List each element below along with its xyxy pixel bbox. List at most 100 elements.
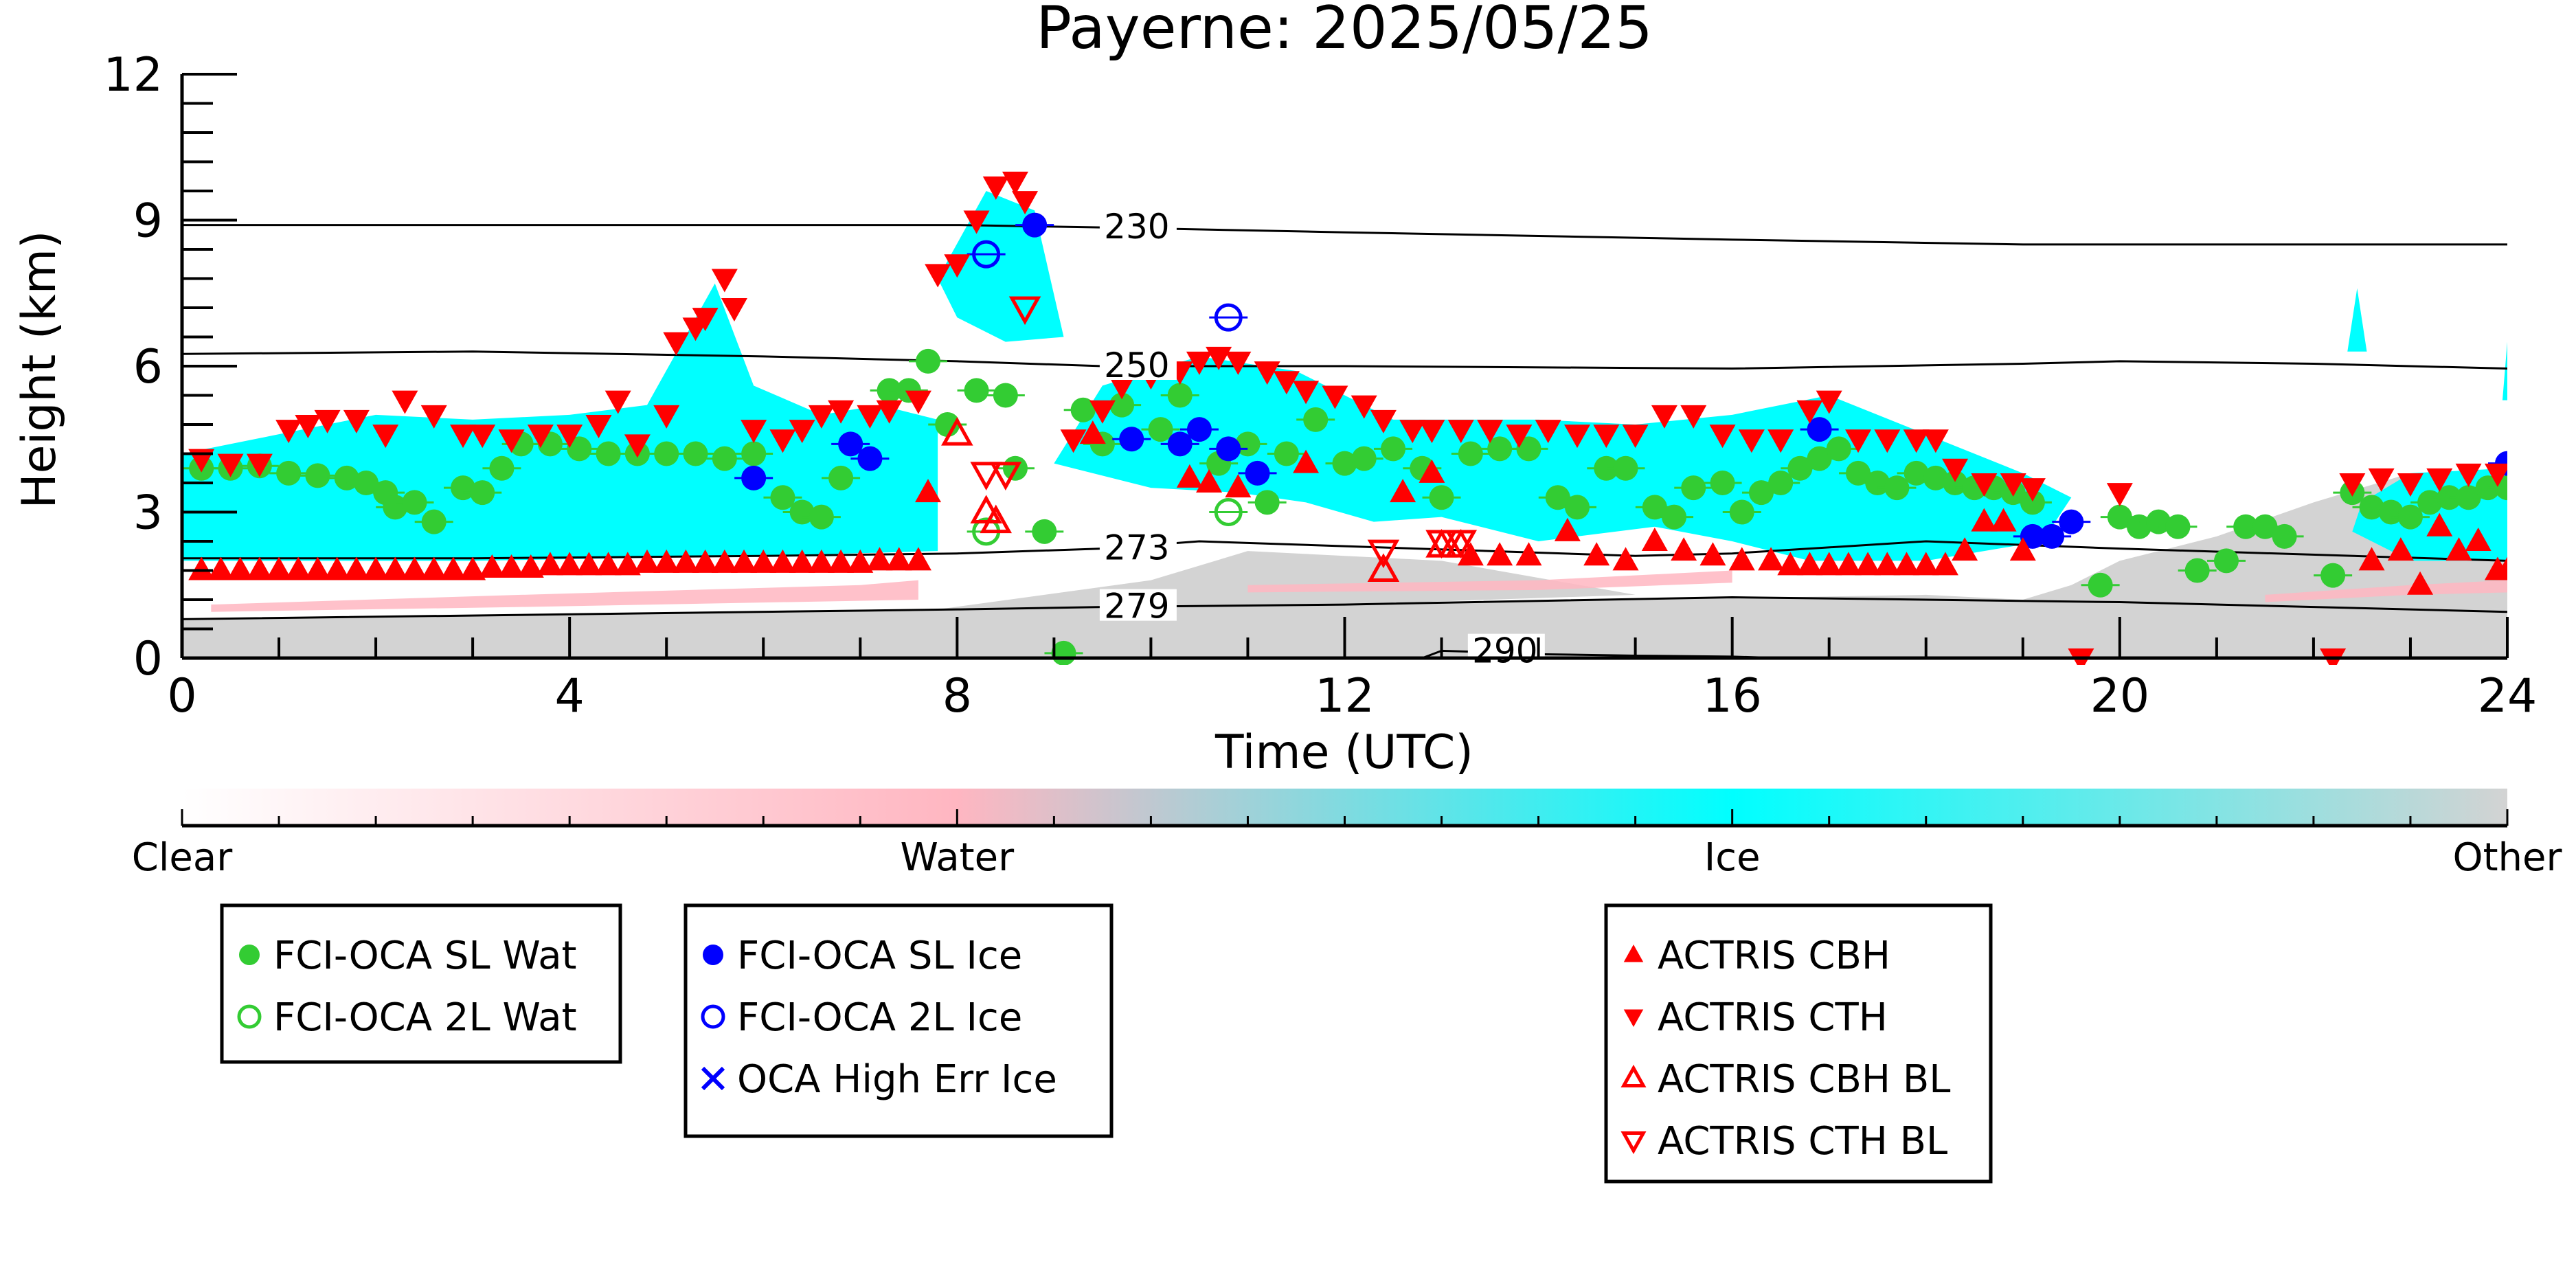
data-point [993, 383, 1018, 408]
data-point [440, 556, 466, 580]
data-point [1447, 420, 1474, 444]
data-point [1903, 429, 1930, 453]
legend-marker [239, 945, 260, 965]
x-tick-label: 0 [167, 669, 196, 723]
data-point [1273, 371, 1300, 395]
data-point [741, 441, 767, 466]
data-point [1322, 385, 1348, 409]
y-tick-label: 0 [133, 632, 163, 686]
data-point [2426, 468, 2453, 492]
data-point [1399, 420, 1426, 444]
data-point [876, 400, 903, 424]
data-point [2252, 514, 2278, 539]
data-point [527, 425, 554, 449]
legend-item-actris-cth: ACTRIS CTH [1623, 995, 1888, 1040]
data-point [1254, 490, 1280, 515]
legend-marker [1620, 1064, 1647, 1087]
data-point [1874, 429, 1901, 453]
data-point [1487, 542, 1513, 566]
contour-273 [182, 540, 2507, 562]
data-point [808, 549, 835, 573]
colorbar-label-water: Water [901, 835, 1015, 880]
data-point [877, 378, 902, 403]
region-water [211, 580, 918, 612]
data-point [275, 420, 302, 444]
data-point [935, 412, 960, 437]
data-point [1351, 395, 1377, 419]
data-point [1787, 455, 1813, 481]
legend-marker [703, 945, 723, 965]
legend-label: FCI-OCA SL Ice [737, 934, 1022, 978]
data-point [1971, 508, 1998, 532]
legend-frame [1604, 903, 1993, 1184]
data-point [828, 400, 855, 424]
data-point [1445, 530, 1478, 559]
y-tick-label: 6 [133, 340, 163, 394]
data-point [1109, 392, 1135, 418]
legend-box-2: FCI-OCA SL Ice FCI-OCA 2L Ice OCA High Err… [683, 903, 1114, 1138]
data-point [188, 556, 215, 580]
data-point [741, 420, 767, 444]
data-point [944, 254, 971, 278]
data-point [1835, 552, 1862, 576]
contour-label-bg [1099, 589, 1177, 621]
legend-box-1: FCI-OCA SL Wat FCI-OCA 2L Wat [220, 903, 622, 1064]
data-point [1225, 351, 1252, 375]
region-water [2265, 580, 2507, 602]
data-point [1846, 460, 1871, 486]
data-point [1855, 552, 1882, 576]
data-point [1293, 381, 1320, 405]
data-point [536, 552, 563, 576]
data-point [1709, 425, 1736, 449]
data-point [585, 415, 612, 438]
legend-item-actris-cth-bl: ACTRIS CTH BL [1620, 1119, 1947, 1164]
data-point [324, 556, 350, 580]
data-point [1884, 475, 1910, 501]
legend-marker-b [701, 1066, 725, 1091]
data-point [624, 434, 651, 458]
region-ice [2347, 288, 2367, 352]
data-point [1332, 451, 1357, 476]
data-point [1225, 474, 1252, 498]
data-point [363, 556, 389, 580]
data-point [498, 554, 525, 578]
data-point [2213, 548, 2239, 574]
contour-label-290: 290 [1472, 631, 1537, 671]
legend: FCI-OCA SL Wat FCI-OCA 2L Wat FCI-OCA SL I… [220, 903, 1993, 1184]
data-point [711, 549, 738, 573]
legend-marker [701, 1004, 725, 1029]
data-point [980, 504, 1013, 534]
legend-label: FCI-OCA 2L Wat [273, 995, 577, 1040]
data-point [2107, 504, 2132, 530]
data-point [479, 554, 506, 578]
legend-marker [1620, 1131, 1647, 1155]
series-actris-cth [188, 171, 2507, 665]
x-tick-label: 12 [1315, 669, 1375, 723]
data-point [828, 549, 855, 573]
legend-marker [1623, 1009, 1644, 1027]
data-point [1612, 547, 1639, 571]
data-point [517, 554, 544, 578]
data-point [1196, 469, 1223, 493]
data-point [683, 441, 708, 466]
data-point [1186, 351, 1212, 375]
data-point [1768, 471, 1794, 495]
data-point [2233, 514, 2259, 539]
data-point [567, 436, 592, 462]
data-point [1516, 436, 1541, 462]
contour-label-bg [1467, 633, 1545, 666]
data-point [1381, 436, 1406, 462]
data-point [1922, 429, 1949, 453]
data-point [2407, 571, 2434, 595]
data-point [2009, 537, 2036, 561]
legend-item-actris-cbh: ACTRIS CBH [1623, 934, 1890, 978]
data-point [304, 556, 331, 580]
data-point [343, 556, 370, 580]
series-fci-oca-2l-ice [967, 240, 1248, 332]
data-point [1923, 465, 1948, 490]
data-point [1681, 475, 1706, 501]
data-point [2484, 463, 2507, 487]
data-point [1807, 417, 1832, 442]
data-point [1699, 542, 1726, 566]
